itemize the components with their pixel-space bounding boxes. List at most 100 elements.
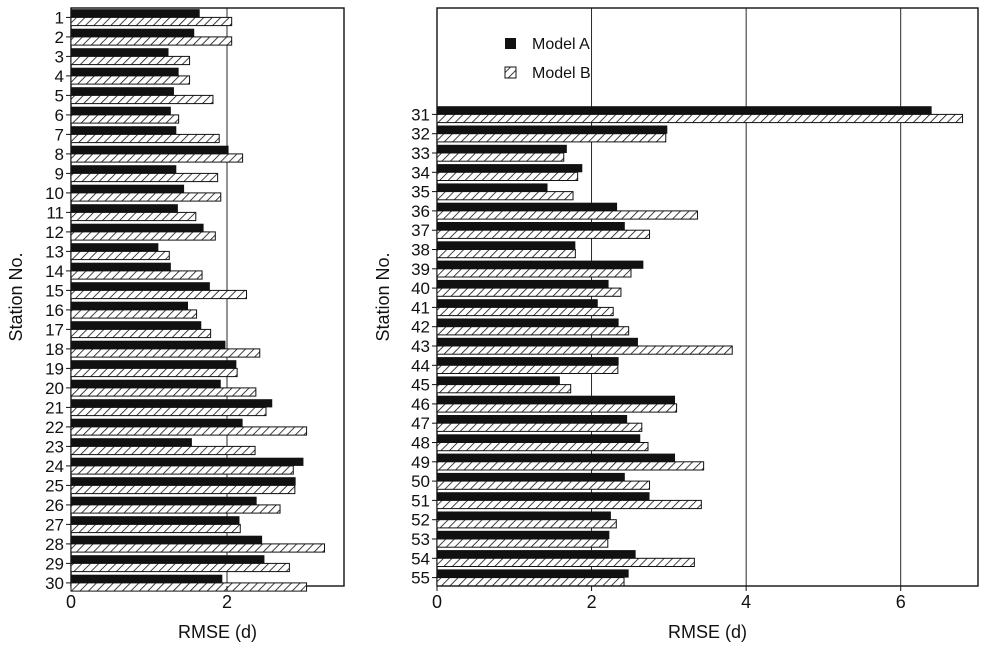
bar-model-a [71,418,243,427]
y-tick-label: 40 [411,279,430,298]
bar-model-a [71,48,169,57]
bar-model-a [71,145,229,154]
y-tick-label: 55 [411,569,430,588]
bar-model-b [436,306,614,317]
bar-model-b [70,445,256,456]
bar-model-a [71,555,265,564]
y-tick-label: 39 [411,260,430,279]
y-tick-label: 16 [45,301,64,320]
y-tick-label: 22 [45,418,64,437]
y-tick-label: 27 [45,515,64,534]
y-tick-label: 47 [411,414,430,433]
legend-swatch-model-b [504,66,517,79]
bar-model-a [71,457,304,466]
y-tick-label: 12 [45,223,64,242]
bar-model-a [71,360,237,369]
bar-model-b [70,231,216,241]
bar-model-b [436,191,574,201]
bar-model-a [71,301,188,310]
bar-model-b [70,16,233,27]
bar-model-b [436,422,643,432]
bar-model-b [436,171,579,182]
bar-model-a [71,282,210,291]
y-tick-label: 49 [411,453,430,472]
bar-model-a [437,492,650,501]
y-axis-label: Station No. [6,252,26,341]
bar-model-a [437,415,628,424]
bar-model-a [437,164,583,173]
bar-model-b [70,114,180,124]
x-tick-label: 4 [741,592,751,612]
bar-model-b [70,270,203,280]
legend-label: Model A [532,36,590,53]
bar-model-b [70,465,294,475]
bar-model-a [437,569,629,578]
y-tick-label: 52 [411,511,430,530]
bar-model-b [70,426,308,436]
bar-model-a [437,472,625,482]
bar-model-a [437,376,560,385]
y-tick-label: 38 [411,241,430,260]
bar-model-a [71,165,177,174]
y-tick-label: 20 [45,379,64,398]
y-tick-label: 10 [45,184,64,203]
bar-model-b [436,442,649,452]
y-tick-label: 46 [411,395,430,414]
y-tick-label: 18 [45,340,64,359]
bar-model-b [70,348,261,358]
x-axis-label: RMSE (d) [668,622,747,642]
bar-model-b [70,94,214,105]
bar-model-b [436,210,698,220]
x-tick-label: 2 [222,592,232,612]
y-tick-label: 15 [45,281,64,300]
chart-panel-1: 1234567891011121314151617181920212223242… [6,7,345,642]
bar-model-a [437,453,676,462]
x-axis-label: RMSE (d) [178,622,257,642]
bar-model-b [70,75,191,85]
bar-model-a [437,550,636,559]
bar-model-a [71,574,223,583]
y-tick-label: 35 [411,183,430,202]
bar-model-a [71,87,174,96]
x-tick-label: 2 [587,592,597,612]
y-tick-label: 19 [45,359,64,378]
y-tick-label: 43 [411,337,430,356]
bar-model-a [71,399,273,408]
bar-model-b [436,557,695,567]
y-tick-label: 31 [411,105,430,124]
bar-model-b [436,519,617,529]
bar-model-a [71,67,179,76]
y-tick-label: 25 [45,476,64,495]
bar-model-b [436,152,565,162]
bar-model-b [436,287,622,297]
y-tick-label: 4 [55,67,64,86]
bar-model-b [70,55,191,66]
y-tick-label: 32 [411,125,430,144]
bar-model-a [71,438,192,447]
bar-model-a [71,204,178,213]
bar-model-a [437,279,609,289]
y-tick-label: 29 [45,554,64,573]
bar-model-b [436,249,576,259]
x-tick-label: 0 [66,592,76,612]
bar-model-a [71,340,226,349]
y-tick-label: 5 [55,86,64,105]
bar-model-b [70,543,325,553]
bar-model-a [71,262,171,271]
bar-model-b [70,504,281,514]
y-tick-label: 23 [45,437,64,456]
bar-model-a [71,516,240,525]
bar-model-b [70,211,197,222]
bar-model-b [436,268,632,278]
bar-model-a [71,223,204,232]
y-tick-label: 14 [45,262,64,281]
bar-model-a [71,477,296,486]
y-tick-label: 11 [46,203,64,222]
bar-model-a [437,222,625,231]
y-tick-label: 34 [411,163,430,182]
bar-model-a [437,395,676,404]
bar-model-b [70,250,170,261]
y-tick-label: 6 [55,106,64,125]
